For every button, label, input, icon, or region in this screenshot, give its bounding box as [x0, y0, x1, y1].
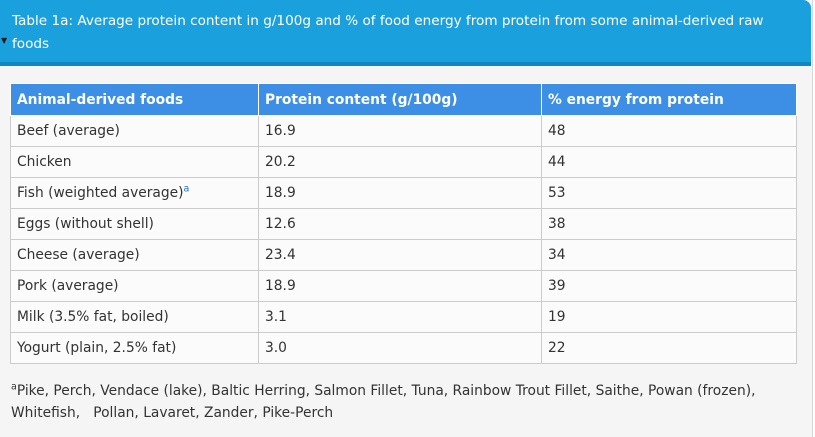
- table-row: Cheese (average) 23.4 34: [10, 239, 797, 271]
- table-row: Fish (weighted average)a 18.9 53: [10, 177, 797, 209]
- cell-energy: 19: [541, 301, 797, 333]
- food-name: Chicken: [17, 154, 72, 170]
- footnote-text-line1: Pike, Perch, Vendace (lake), Baltic Herr…: [16, 383, 756, 399]
- food-name: Eggs (without shell): [17, 216, 154, 232]
- food-name: Beef (average): [17, 123, 120, 139]
- caret-down-icon[interactable]: ▼: [1, 36, 8, 45]
- column-header-food: Animal-derived foods: [10, 83, 259, 116]
- cell-energy: 34: [541, 239, 797, 271]
- cell-protein: 23.4: [258, 239, 542, 271]
- cell-energy: 44: [541, 146, 797, 178]
- table-row: Yogurt (plain, 2.5% fat) 3.0 22: [10, 332, 797, 364]
- food-name: Cheese (average): [17, 247, 140, 263]
- cell-protein: 12.6: [258, 208, 542, 240]
- cell-food: Fish (weighted average)a: [10, 177, 259, 209]
- table-caption: Table 1a: Average protein content in g/1…: [12, 13, 764, 52]
- cell-energy: 53: [541, 177, 797, 209]
- table-header-row: Animal-derived foods Protein content (g/…: [10, 83, 797, 116]
- food-name: Pork (average): [17, 278, 119, 294]
- cell-energy: 48: [541, 115, 797, 147]
- food-name: Fish (weighted average): [17, 185, 184, 201]
- table-caption-header[interactable]: Table 1a: Average protein content in g/1…: [0, 0, 811, 66]
- table-row: Pork (average) 18.9 39: [10, 270, 797, 302]
- cell-protein: 3.1: [258, 301, 542, 333]
- food-name: Yogurt (plain, 2.5% fat): [17, 340, 177, 356]
- cell-food: Pork (average): [10, 270, 259, 302]
- cell-food: Yogurt (plain, 2.5% fat): [10, 332, 259, 364]
- table-row: Beef (average) 16.9 48: [10, 115, 797, 147]
- cell-energy: 38: [541, 208, 797, 240]
- cell-protein: 16.9: [258, 115, 542, 147]
- cell-protein: 18.9: [258, 270, 542, 302]
- cell-food: Eggs (without shell): [10, 208, 259, 240]
- protein-table: Animal-derived foods Protein content (g/…: [10, 83, 797, 364]
- cell-protein: 20.2: [258, 146, 542, 178]
- footnote-text-line2: Whitefish, Pollan, Lavaret, Zander, Pike…: [11, 405, 334, 421]
- column-header-protein: Protein content (g/100g): [258, 83, 542, 116]
- cell-protein: 18.9: [258, 177, 542, 209]
- cell-food: Chicken: [10, 146, 259, 178]
- table-row: Milk (3.5% fat, boiled) 3.1 19: [10, 301, 797, 333]
- cell-energy: 22: [541, 332, 797, 364]
- cell-energy: 39: [541, 270, 797, 302]
- cell-food: Milk (3.5% fat, boiled): [10, 301, 259, 333]
- cell-food: Beef (average): [10, 115, 259, 147]
- table-footnote: aPike, Perch, Vendace (lake), Baltic Her…: [11, 380, 801, 424]
- footnote-reference[interactable]: a: [183, 183, 190, 195]
- cell-protein: 3.0: [258, 332, 542, 364]
- food-name: Milk (3.5% fat, boiled): [17, 309, 169, 325]
- footnote-marker: a: [11, 381, 17, 393]
- table-row: Chicken 20.2 44: [10, 146, 797, 178]
- cell-food: Cheese (average): [10, 239, 259, 271]
- column-header-energy: % energy from protein: [541, 83, 797, 116]
- table-row: Eggs (without shell) 12.6 38: [10, 208, 797, 240]
